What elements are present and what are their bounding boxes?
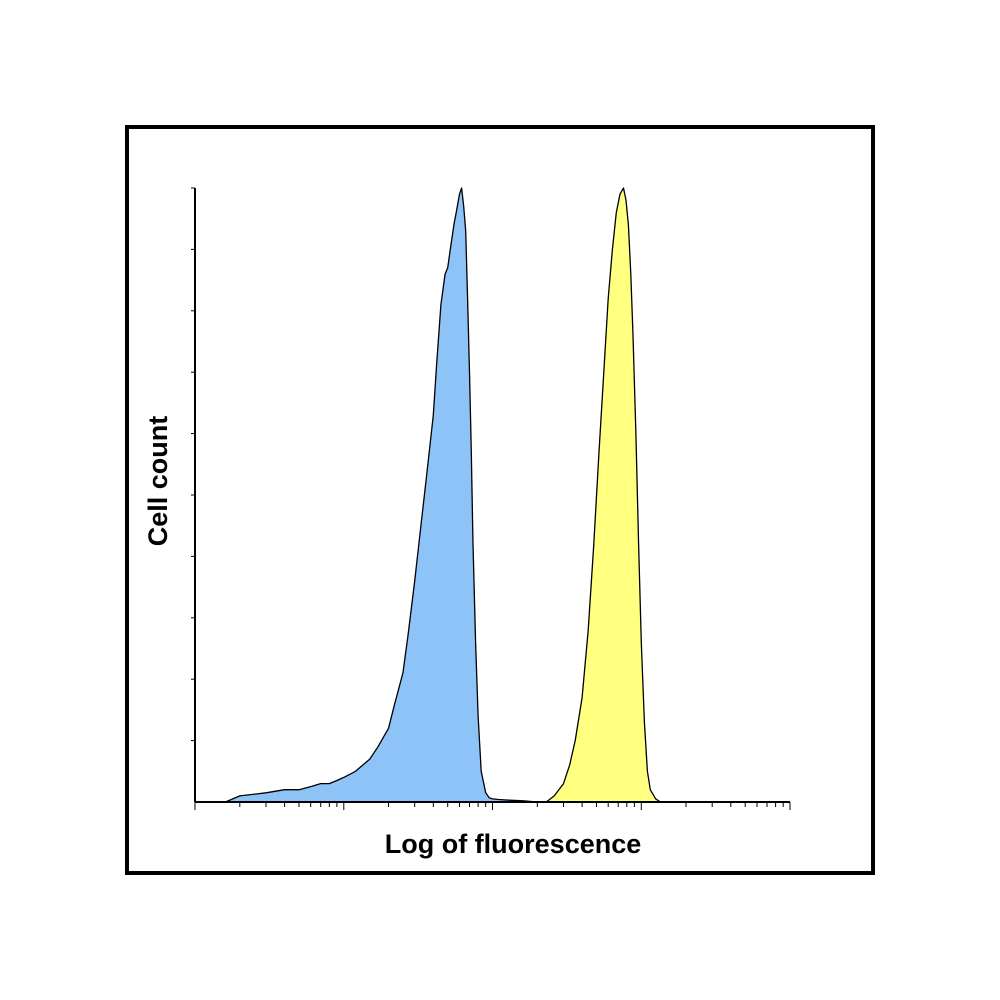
y-axis-label: Cell count bbox=[143, 416, 173, 547]
x-axis-label: Log of fluorescence bbox=[385, 829, 642, 859]
axes bbox=[191, 187, 791, 810]
plot-area bbox=[224, 187, 662, 803]
histogram-series-2 bbox=[545, 187, 662, 803]
chart-frame bbox=[125, 125, 875, 875]
histogram-series-1 bbox=[224, 187, 538, 803]
